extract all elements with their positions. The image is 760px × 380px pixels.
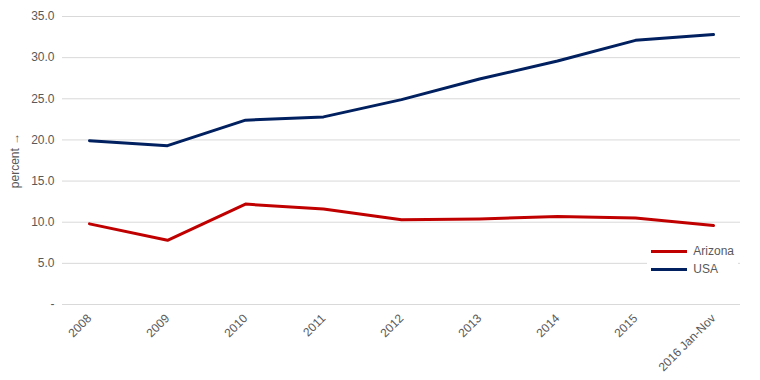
svg-text:percent →: percent → <box>8 133 22 188</box>
svg-text:35.0: 35.0 <box>31 9 55 23</box>
html-text:Arizona: Arizona <box>693 244 734 258</box>
svg-text:2009: 2009 <box>144 311 173 340</box>
html-text:USA: USA <box>693 262 718 276</box>
svg-text:-: - <box>51 297 55 311</box>
svg-text:2010: 2010 <box>222 311 251 340</box>
svg-text:10.0: 10.0 <box>31 215 55 229</box>
svg-text:2008: 2008 <box>66 311 95 340</box>
svg-text:20.0: 20.0 <box>31 133 55 147</box>
svg-text:2015: 2015 <box>612 311 641 340</box>
svg-text:5.0: 5.0 <box>38 256 55 270</box>
svg-text:2014: 2014 <box>534 311 563 340</box>
svg-text:25.0: 25.0 <box>31 92 55 106</box>
svg-text:2012: 2012 <box>378 311 407 340</box>
svg-text:2011: 2011 <box>300 311 328 339</box>
svg-text:2016 Jan-Nov: 2016 Jan-Nov <box>656 311 719 374</box>
svg-text:30.0: 30.0 <box>31 50 55 64</box>
svg-text:2013: 2013 <box>456 311 485 340</box>
svg-text:15.0: 15.0 <box>31 174 55 188</box>
